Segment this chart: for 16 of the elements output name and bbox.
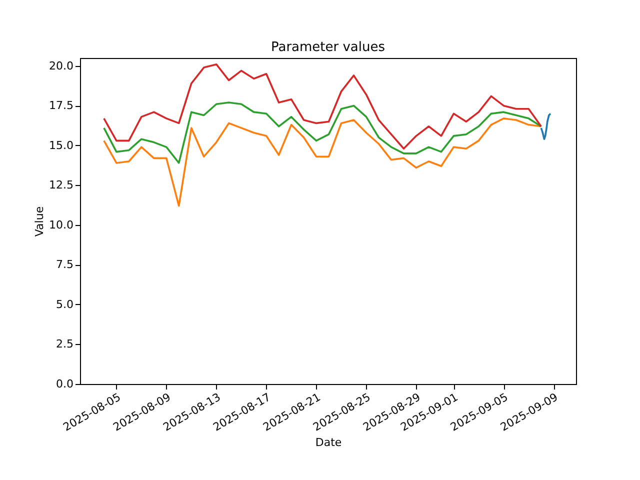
y-tick-label: 12.5: [49, 178, 74, 192]
y-tick-label: 5.0: [56, 298, 74, 311]
y-tick-label: 17.5: [49, 99, 74, 112]
y-axis-title: Value: [33, 206, 46, 237]
line-series: [103, 118, 542, 207]
y-tick-label: 15.0: [49, 138, 74, 152]
x-axis-title: Date: [315, 436, 342, 449]
y-tick-label: 2.5: [56, 338, 74, 351]
y-tick-label: 0.0: [56, 378, 74, 390]
y-tick-label: 20.0: [49, 59, 74, 72]
y-tick-label: 7.5: [56, 258, 74, 272]
line-series: [103, 63, 542, 150]
line-series: [103, 102, 542, 164]
y-tick-label: 10.0: [49, 218, 74, 232]
chart-title: Parameter values: [270, 40, 386, 55]
line-series: [540, 112, 552, 140]
